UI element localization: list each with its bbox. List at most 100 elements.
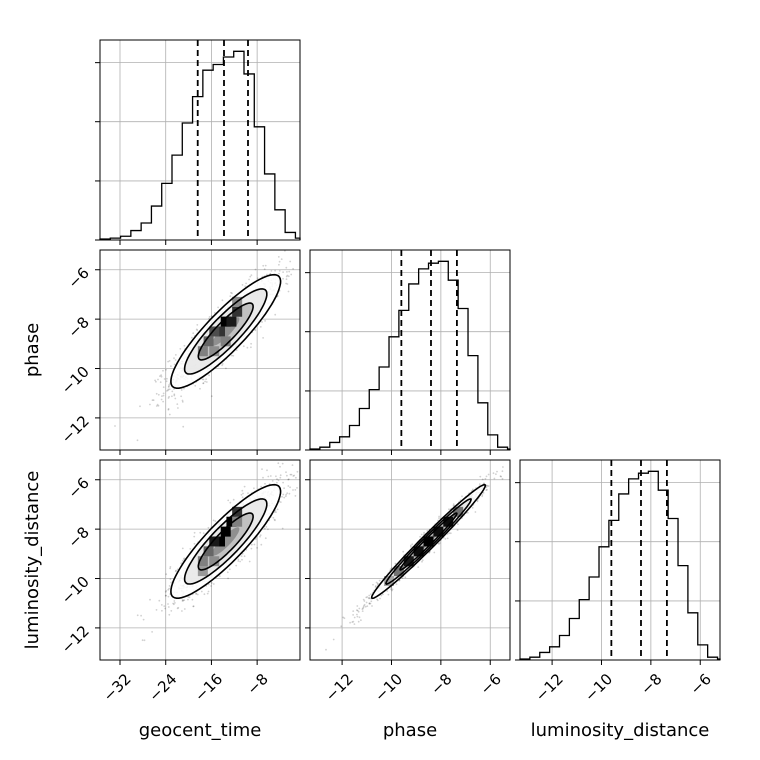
x-tick-label: −12	[322, 670, 357, 705]
sample-point	[369, 602, 372, 605]
sample-point	[365, 601, 368, 604]
sample-point	[457, 523, 459, 526]
contour-line	[170, 483, 282, 599]
sample-point	[161, 395, 163, 397]
sample-point	[155, 609, 158, 611]
sample-point	[167, 386, 170, 388]
sample-point	[428, 552, 430, 554]
sample-point	[267, 528, 269, 531]
sample-point	[361, 610, 364, 612]
sample-point	[294, 489, 297, 491]
sample-point	[189, 548, 192, 550]
sample-point	[276, 481, 278, 484]
x-tick-label: −8	[244, 670, 272, 698]
sample-point	[168, 413, 171, 416]
sample-point	[372, 583, 374, 586]
sample-point	[476, 500, 479, 503]
sample-point	[439, 542, 441, 544]
sample-point	[214, 520, 217, 522]
sample-point	[205, 378, 208, 381]
sample-point	[324, 421, 326, 423]
sample-point	[284, 495, 287, 498]
sample-point	[180, 389, 183, 391]
sample-point	[196, 593, 199, 596]
sample-point	[301, 271, 303, 273]
sample-point	[173, 394, 176, 397]
sample-point	[212, 519, 215, 522]
sample-point	[250, 547, 253, 550]
sample-point	[165, 573, 168, 576]
sample-point	[243, 555, 246, 558]
sample-point	[313, 245, 315, 247]
sample-point	[250, 342, 253, 345]
contour-line	[399, 512, 458, 571]
sample-point	[167, 389, 169, 392]
sample-point	[363, 605, 365, 607]
sample-point	[286, 274, 289, 277]
sample-point	[174, 602, 176, 604]
density-cell	[453, 506, 464, 517]
sample-point	[362, 598, 365, 601]
sample-point	[411, 543, 414, 546]
density-cell	[423, 536, 434, 547]
sample-point	[202, 382, 205, 384]
sample-point	[208, 316, 211, 318]
y-tick-label: −12	[58, 622, 93, 657]
y-axis-label-phase: phase	[22, 323, 43, 377]
sample-point	[165, 368, 167, 371]
sample-point	[391, 588, 394, 591]
sample-point	[163, 605, 166, 607]
density-cell	[220, 316, 231, 327]
sample-point	[356, 609, 359, 612]
sample-point	[274, 519, 276, 522]
sample-point	[512, 455, 514, 457]
density-cell	[197, 566, 208, 577]
sample-point	[162, 369, 164, 372]
x-axis-label-phase: phase	[383, 720, 437, 741]
sample-point	[293, 474, 296, 477]
sample-point	[193, 535, 196, 538]
sample-point	[142, 618, 145, 621]
sample-point	[264, 482, 266, 485]
sample-point	[368, 602, 371, 605]
density-cell	[220, 526, 231, 537]
sample-point	[193, 531, 196, 534]
sample-point	[278, 270, 281, 272]
sample-point	[446, 533, 449, 535]
sample-point	[174, 397, 177, 400]
sample-point	[276, 478, 278, 481]
sample-point	[456, 529, 459, 531]
sample-point	[173, 603, 175, 606]
sample-point	[289, 260, 292, 263]
sample-point	[278, 260, 281, 263]
sample-point	[192, 605, 195, 608]
histogram-geocent_time	[99, 50, 301, 240]
sample-point	[166, 377, 168, 380]
sample-point	[151, 399, 154, 401]
sample-point	[371, 605, 373, 607]
joint-panel-phase-vs-luminosity_distance	[305, 454, 516, 665]
sample-point	[485, 484, 488, 487]
sample-point	[207, 526, 210, 529]
sample-point	[174, 570, 177, 573]
sample-point	[221, 364, 224, 367]
x-tick-label: −12	[532, 670, 567, 705]
density-cell	[209, 326, 220, 337]
sample-point	[155, 405, 158, 407]
sample-point	[182, 425, 185, 428]
sample-point	[167, 360, 170, 363]
sample-point	[266, 273, 268, 276]
y-tick-label: −8	[64, 523, 92, 551]
sample-point	[162, 400, 165, 403]
sample-point	[181, 559, 184, 562]
sample-point	[270, 270, 273, 272]
sample-point	[277, 479, 280, 482]
sample-point	[237, 558, 240, 561]
sample-point	[168, 587, 171, 590]
sample-point	[514, 454, 516, 456]
sample-point	[168, 585, 171, 587]
sample-point	[368, 594, 371, 597]
sample-point	[166, 390, 168, 392]
sample-point	[285, 471, 287, 474]
